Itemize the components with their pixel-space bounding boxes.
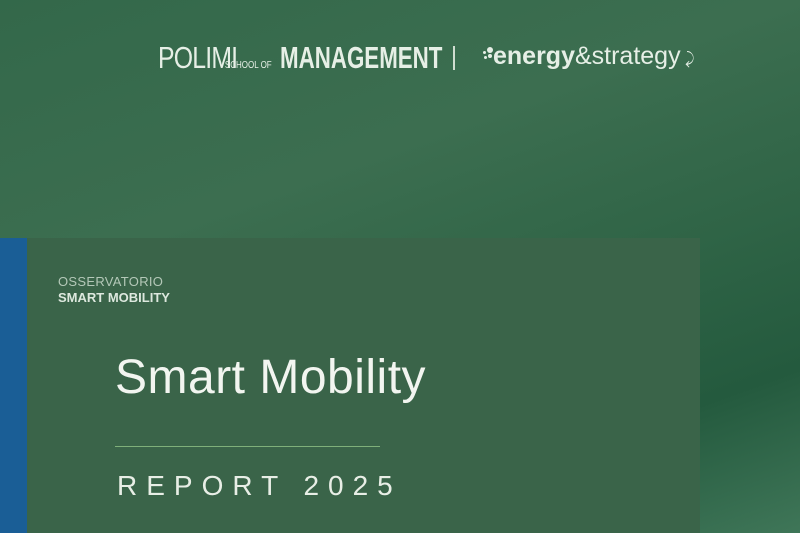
polimi-logo: POLIMI xyxy=(158,40,238,75)
energy-strategy-logo: energy&strategy ⤸ xyxy=(483,42,695,71)
accent-stripe xyxy=(0,238,27,533)
polimi-logo-management: MANAGEMENT xyxy=(279,40,443,75)
header-logos: POLIMI SCHOOL OF MANAGEMENT energy&strat… xyxy=(158,40,695,76)
dots-icon xyxy=(483,44,493,64)
polimi-logo-school: SCHOOL OF xyxy=(224,59,272,71)
title-panel: OSSERVATORIO SMART MOBILITY Smart Mobili… xyxy=(0,238,700,533)
observatory-name: SMART MOBILITY xyxy=(58,290,170,305)
swirl-icon: ⤸ xyxy=(680,51,695,68)
observatory-label: OSSERVATORIO xyxy=(58,274,164,289)
subtitle: REPORT 2025 xyxy=(117,470,402,501)
page-title: Smart Mobility xyxy=(115,351,427,404)
divider xyxy=(115,446,380,447)
logo-divider xyxy=(453,46,455,70)
